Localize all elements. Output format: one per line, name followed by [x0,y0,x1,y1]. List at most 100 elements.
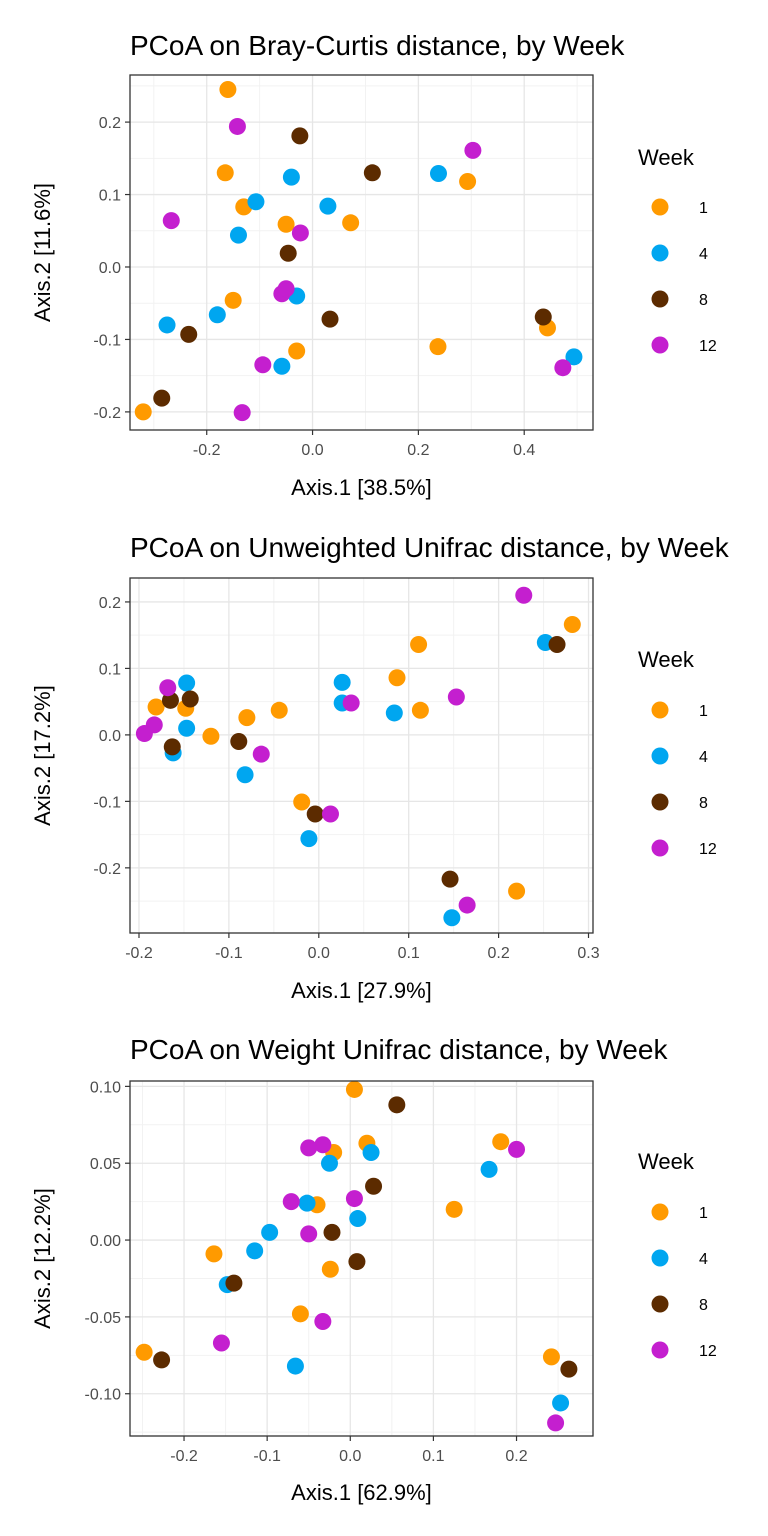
y-tick-label: 0.1 [99,188,121,205]
legend-title: Week [638,647,695,672]
x-tick-label: 0.0 [301,442,323,459]
legend-key-week-8 [651,793,669,811]
legend: Week 1 4 8 12 [638,1149,717,1360]
y-tick-label: 0.0 [99,728,121,745]
y-tick-label: 0.00 [90,1233,121,1250]
x-tick-label: -0.1 [253,1448,281,1465]
data-point-week-12 [233,404,251,422]
panel-title: PCoA on Unweighted Unifrac distance, by … [130,532,730,563]
data-point-week-4 [385,704,403,722]
data-point-week-12 [314,1136,332,1154]
data-point-week-4 [208,306,226,324]
data-point-week-4 [362,1143,380,1161]
data-point-week-4 [480,1160,498,1178]
legend-title: Week [638,1149,695,1174]
data-point-week-4 [236,766,254,784]
x-tick-label: 0.2 [407,442,429,459]
y-axis-label: Axis.2 [11.6%] [30,183,55,322]
data-point-week-12 [345,1190,363,1208]
data-point-week-12 [314,1313,332,1331]
legend-key-week-1 [651,198,669,216]
data-point-week-1 [345,1080,363,1098]
data-point-week-1 [411,701,429,719]
data-point-week-8 [363,164,381,182]
legend-key-week-1 [651,1203,669,1221]
data-point-week-1 [147,698,165,716]
data-point-week-12 [458,896,476,914]
data-point-week-4 [429,165,447,183]
x-tick-label: 0.1 [398,945,420,962]
data-point-week-8 [365,1177,383,1195]
data-point-week-1 [238,709,256,727]
data-point-week-1 [270,701,288,719]
y-tick-label: -0.1 [93,794,121,811]
data-point-week-1 [321,1260,339,1278]
y-tick-label: -0.05 [85,1310,122,1327]
y-tick-label: 0.1 [99,661,121,678]
legend-label-week-4: 4 [699,749,708,766]
data-point-week-8 [279,244,297,262]
legend-key-week-8 [651,290,669,308]
x-tick-label: 0.4 [513,442,535,459]
y-axis-label: Axis.2 [17.2%] [30,685,55,826]
data-point-week-1 [508,882,526,900]
data-point-week-8 [163,738,181,756]
data-point-week-12 [321,805,339,823]
data-point-week-8 [230,733,248,751]
data-point-week-8 [560,1360,578,1378]
data-point-week-8 [181,690,199,708]
x-tick-label: -0.2 [193,442,221,459]
legend-key-week-12 [651,1341,669,1359]
data-point-week-1 [224,291,242,309]
panel-border [129,1080,594,1437]
legend-key-week-12 [651,336,669,354]
panel-weight-unifrac: PCoA on Weight Unifrac distance, by Week… [30,1034,717,1505]
data-point-week-4 [158,316,176,334]
x-axis-label: Axis.1 [38.5%] [291,475,432,500]
data-point-week-4 [298,1194,316,1212]
y-tick-label: 0.05 [90,1156,121,1173]
data-point-week-4 [246,1242,264,1260]
legend-label-week-1: 1 [699,200,708,217]
legend-key-week-4 [651,1249,669,1267]
x-axis-label: Axis.1 [62.9%] [291,1480,432,1505]
data-point-week-12 [508,1140,526,1158]
data-point-week-12 [547,1414,565,1432]
data-point-week-12 [228,117,246,135]
panel-unweighted-unifrac: PCoA on Unweighted Unifrac distance, by … [30,532,730,1003]
x-tick-label: 0.0 [308,945,330,962]
data-point-week-4 [349,1210,367,1228]
x-tick-label: 0.2 [505,1448,527,1465]
data-point-week-4 [286,1357,304,1375]
data-point-week-4 [178,674,196,692]
data-point-week-4 [261,1223,279,1241]
x-tick-label: 0.0 [339,1448,361,1465]
data-point-week-8 [180,325,198,343]
data-point-week-8 [321,310,339,328]
data-point-week-1 [202,727,220,745]
x-tick-label: -0.1 [215,945,243,962]
data-point-week-12 [162,212,180,230]
x-tick-label: 0.1 [422,1448,444,1465]
legend-label-week-1: 1 [699,1205,708,1222]
data-point-week-12 [300,1139,318,1157]
data-point-week-12 [212,1334,230,1352]
data-point-week-1 [205,1245,223,1263]
legend-key-week-12 [651,839,669,857]
data-point-week-4 [178,719,196,737]
data-point-week-1 [410,635,428,653]
panel-title: PCoA on Bray-Curtis distance, by Week [130,30,625,61]
data-point-week-1 [135,1343,153,1361]
y-tick-label: -0.2 [93,861,121,878]
data-point-week-4 [319,197,337,215]
data-point-week-1 [563,616,581,634]
data-point-week-1 [277,215,295,233]
data-point-week-1 [342,214,360,232]
x-tick-label: -0.2 [125,945,153,962]
legend-label-week-12: 12 [699,1343,717,1360]
data-point-week-12 [252,745,270,763]
data-point-week-4 [320,1154,338,1172]
data-point-week-4 [300,830,318,848]
data-point-week-8 [161,691,179,709]
data-point-week-1 [388,669,406,687]
